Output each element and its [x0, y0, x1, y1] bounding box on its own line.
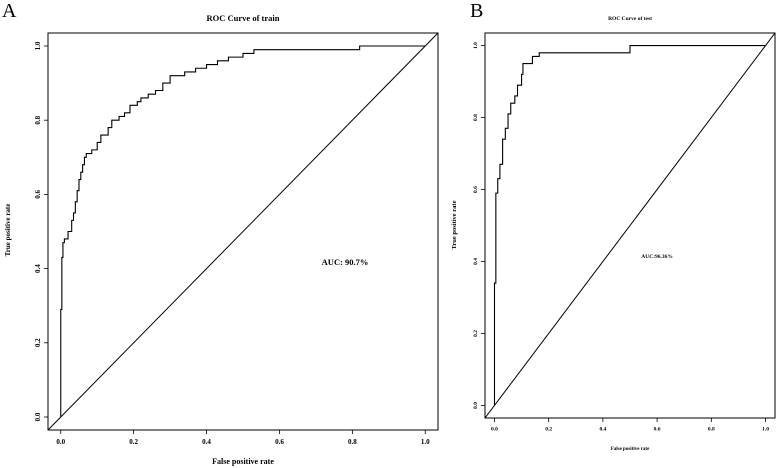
y-tick-label: 0.4	[34, 264, 42, 273]
panel-letter: A	[2, 0, 17, 22]
roc-curve-line	[60, 45, 426, 418]
x-tick-label: 0.6	[275, 438, 284, 446]
chart-title: ROC Curve of test	[608, 16, 652, 22]
y-tick-label: 0.0	[34, 412, 42, 421]
panel-letter: B	[470, 0, 483, 22]
x-axis-label: False positive rate	[611, 447, 650, 452]
x-axis-label: False positive rate	[212, 457, 274, 466]
auc-annotation: AUC: 90.7%	[322, 257, 369, 267]
y-tick-label: 0.4	[473, 258, 479, 265]
x-tick-label: 0.4	[599, 427, 606, 433]
x-tick-label: 0.4	[202, 438, 211, 446]
plot-frame	[484, 32, 776, 419]
x-tick-label: 1.0	[762, 427, 769, 433]
y-tick-label: 0.6	[473, 186, 479, 193]
x-tick-label: 0.6	[654, 427, 661, 433]
roc-curve-line	[493, 45, 766, 406]
chart-title: ROC Curve of train	[207, 13, 280, 23]
x-tick-label: 0.8	[708, 427, 715, 433]
x-tick-label: 0.2	[545, 427, 552, 433]
x-tick-label: 0.0	[56, 438, 65, 446]
y-tick-label: 1.0	[473, 42, 479, 49]
y-tick-label: 0.8	[34, 115, 42, 124]
plot-frame	[47, 32, 439, 431]
x-tick-label: 0.2	[129, 438, 138, 446]
x-tick-label: 0.0	[491, 427, 498, 433]
y-tick-label: 0.8	[473, 114, 479, 121]
panel-a: A ROC Curve of train 0.0 0.2 0.4 0.6 0.8 1.0 0.0…	[2, 0, 439, 466]
y-tick-label: 0.2	[473, 330, 479, 337]
diagonal-reference-line	[484, 32, 776, 419]
auc-annotation: AUC:96.36%	[641, 254, 673, 260]
y-tick-label: 0.0	[473, 402, 479, 409]
diagonal-reference-line	[47, 32, 439, 431]
y-tick-label: 0.2	[34, 338, 42, 347]
y-axis-label: True positive rate	[4, 204, 12, 257]
x-tick-label: 0.8	[348, 438, 357, 446]
panel-b: B ROC Curve of test 0.0 0.2 0.4 0.6 0.8 1.0 0.0 0…	[451, 0, 776, 452]
y-tick-label: 0.6	[34, 190, 42, 199]
y-tick-label: 1.0	[34, 41, 42, 50]
y-axis-label: True positive rate	[451, 200, 458, 249]
x-tick-label: 1.0	[421, 438, 430, 446]
